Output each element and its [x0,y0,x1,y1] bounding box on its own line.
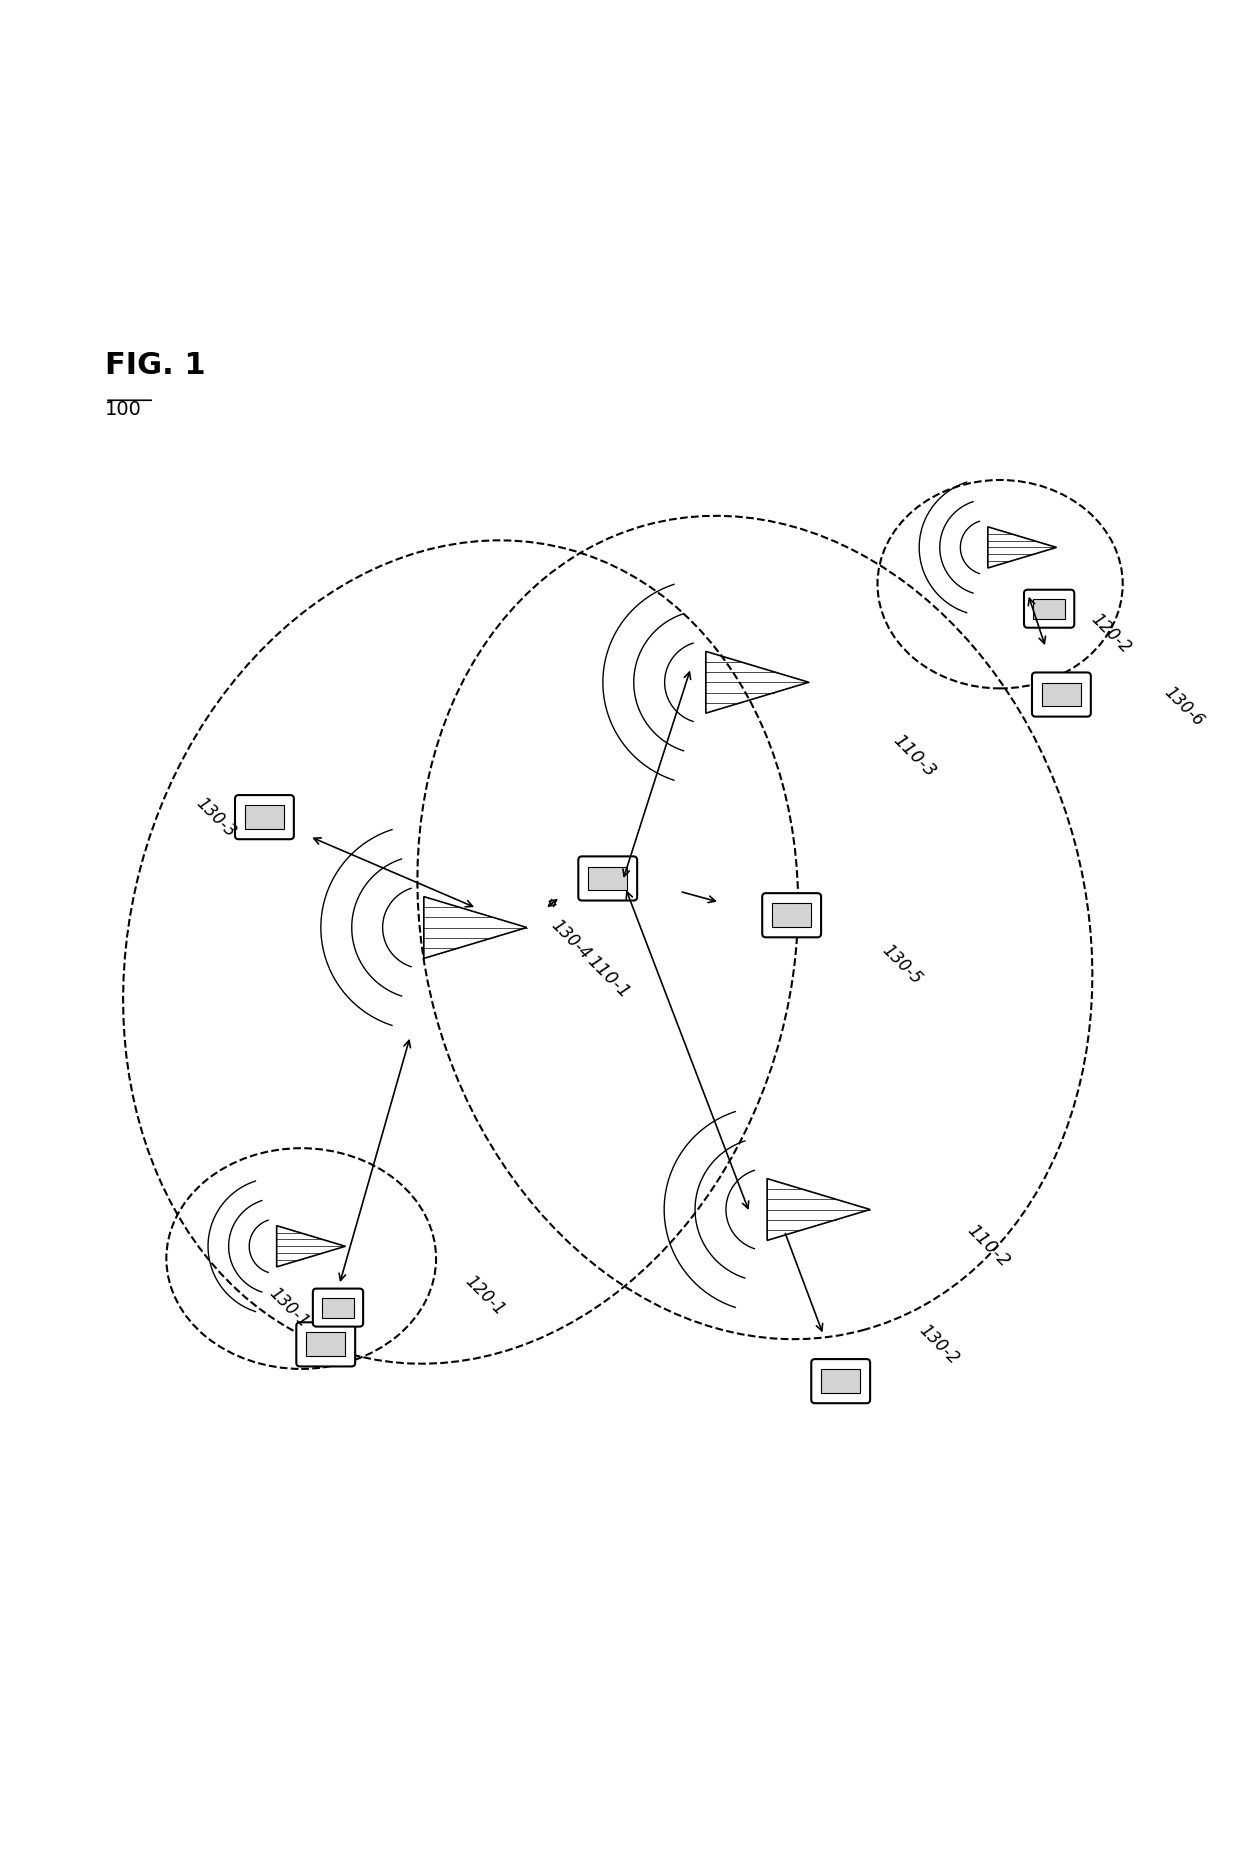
Bar [322,1298,355,1317]
Text: 130-2: 130-2 [915,1321,962,1367]
FancyBboxPatch shape [312,1289,363,1326]
Bar [306,1332,345,1356]
Text: 130-4: 130-4 [547,916,594,963]
Text: 130-5: 130-5 [878,940,925,989]
Text: 130-6: 130-6 [1161,683,1208,731]
Bar [589,866,627,890]
FancyBboxPatch shape [296,1323,355,1367]
FancyBboxPatch shape [1032,673,1091,716]
Text: 110-3: 110-3 [889,731,939,781]
Text: 110-1: 110-1 [583,952,632,1002]
FancyBboxPatch shape [811,1360,870,1402]
Text: 100: 100 [105,401,141,419]
FancyBboxPatch shape [763,892,821,937]
Text: 110-2: 110-2 [963,1221,1013,1271]
Bar [246,805,284,829]
FancyBboxPatch shape [1024,590,1074,627]
Bar [773,903,811,928]
Text: 130-1: 130-1 [265,1284,312,1332]
Bar [1033,599,1065,620]
Text: 120-1: 120-1 [461,1273,508,1319]
FancyBboxPatch shape [236,796,294,838]
Text: FIG. 1: FIG. 1 [105,351,206,380]
Text: 130-3: 130-3 [192,794,239,840]
Text: 120-2: 120-2 [1087,610,1133,657]
FancyBboxPatch shape [578,857,637,900]
Bar [821,1369,861,1393]
Bar [1042,683,1081,707]
